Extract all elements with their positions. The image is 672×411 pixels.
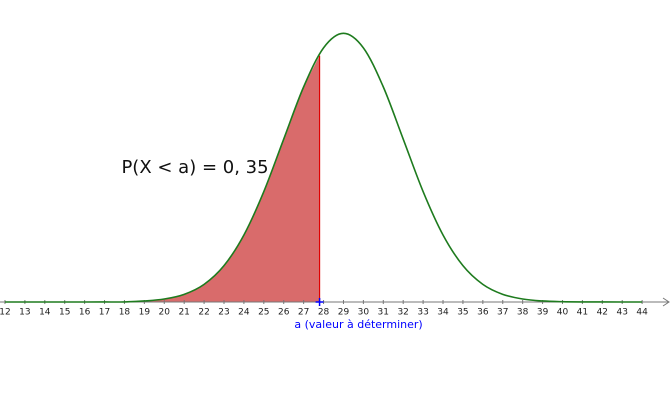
x-tick-label: 14: [39, 308, 51, 318]
shaded-area: [4, 55, 320, 303]
x-tick-label: 28: [318, 308, 330, 318]
x-tick-label: 42: [597, 308, 608, 318]
x-tick-label: 36: [477, 308, 489, 318]
x-tick-label: 22: [198, 308, 209, 318]
x-tick-label: 25: [258, 308, 269, 318]
x-tick-label: 39: [537, 308, 549, 318]
x-tick-label: 38: [517, 308, 529, 318]
x-tick-label: 29: [338, 308, 350, 318]
density-curve: [4, 32, 643, 303]
annotation: P(X < a) = 0, 35: [121, 157, 268, 178]
x-tick-label: 33: [417, 308, 428, 318]
x-tick-label: 21: [178, 308, 189, 318]
x-tick-label: 44: [636, 308, 648, 318]
x-tick-label: 40: [557, 308, 569, 318]
x-tick-label: 16: [79, 308, 91, 318]
x-tick-label: 15: [59, 308, 70, 318]
axis-arrow: [662, 297, 670, 307]
x-tick-label: 43: [616, 308, 627, 318]
a-label: a (valeur à déterminer): [294, 318, 422, 331]
x-tick-label: 18: [119, 308, 131, 318]
x-tick-label: 32: [397, 308, 408, 318]
x-tick-label: 35: [457, 308, 468, 318]
x-tick-label: 30: [358, 308, 370, 318]
x-tick-label: 19: [139, 308, 151, 318]
x-tick-label: 20: [159, 308, 171, 318]
x-tick-label: 12: [0, 308, 11, 318]
x-tick-label: 24: [238, 308, 250, 318]
x-tick-label: 27: [298, 308, 309, 318]
x-tick-label: 23: [218, 308, 229, 318]
x-tick-label: 17: [99, 308, 110, 318]
x-tick-label: 26: [278, 308, 290, 318]
x-tick-label: 34: [437, 308, 449, 318]
x-tick-label: 37: [497, 308, 508, 318]
x-tick-label: 13: [19, 308, 30, 318]
a-point: [315, 298, 324, 306]
x-tick-label: 41: [577, 308, 588, 318]
x-tick-label: 31: [378, 308, 389, 318]
